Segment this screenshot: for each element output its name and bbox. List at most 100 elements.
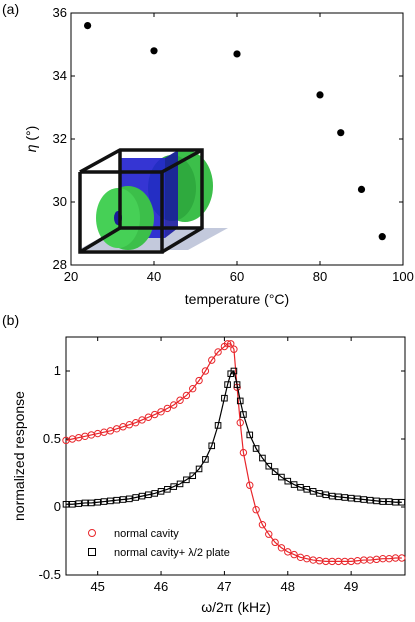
series-point-circle — [271, 538, 279, 547]
y-tick-label: 0.5 — [43, 431, 61, 446]
series-point-square — [354, 495, 361, 503]
series-point-square — [202, 456, 209, 463]
panel-a-y-axis-symbol: η — [23, 144, 39, 152]
series-point-square — [62, 500, 70, 508]
panel-a-label: (a) — [2, 1, 19, 17]
data-point — [150, 47, 158, 55]
series-point-square — [360, 496, 368, 503]
series-point-square — [75, 500, 82, 507]
data-point — [337, 129, 345, 137]
series-point-circle — [236, 418, 244, 427]
legend-label-half-wave-plate: normal cavity+ λ/2 plate — [114, 547, 230, 559]
y-tick-label: 36 — [53, 5, 67, 20]
series-point-square — [385, 498, 393, 505]
series-point-square — [208, 442, 216, 450]
series-point-square — [195, 465, 203, 473]
series-point-square — [126, 495, 133, 503]
series-point-square — [189, 472, 197, 480]
series-point-square — [347, 494, 355, 502]
series-point-square — [271, 468, 279, 475]
series-point-circle — [106, 427, 115, 435]
series-point-circle — [182, 391, 191, 400]
series-point-circle — [277, 544, 286, 552]
series-point-circle — [112, 425, 121, 433]
y-tick-label: 32 — [53, 131, 67, 146]
series-point-square — [132, 494, 140, 501]
inset-frame — [78, 148, 204, 254]
series-point-circle — [208, 356, 216, 364]
series-point-square — [303, 486, 311, 493]
legend-label-normal-cavity: normal cavity — [114, 528, 179, 540]
series-point-circle — [265, 530, 273, 538]
series-point-square — [145, 491, 152, 499]
x-tick-label: 80 — [313, 269, 327, 284]
series-point-circle — [252, 506, 260, 514]
series-point-circle — [201, 367, 210, 375]
series-point-square — [233, 381, 241, 388]
series-point-square — [398, 498, 406, 506]
series-point-circle — [151, 410, 159, 419]
series-point-circle — [290, 550, 298, 559]
series-point-circle — [195, 376, 203, 385]
series-point-circle — [119, 423, 127, 431]
panel-b-axes-box — [65, 336, 406, 576]
data-point — [357, 185, 366, 193]
series-point-square — [113, 496, 120, 504]
series-point-square — [100, 498, 108, 505]
series-point-square — [157, 488, 165, 495]
series-point-square — [119, 496, 127, 503]
series-point-square — [335, 493, 342, 501]
panel-b-series — [62, 340, 406, 566]
series-point-circle — [227, 340, 235, 348]
series-point-circle — [170, 401, 178, 409]
cavity-inset-image — [72, 125, 230, 265]
series-point-square — [259, 454, 266, 462]
series-point-circle — [132, 418, 140, 427]
series-point-square — [309, 488, 317, 495]
series-point-circle — [157, 408, 165, 416]
series-point-square — [328, 492, 336, 500]
series-point-circle — [144, 413, 153, 421]
y-tick-label: -0.5 — [39, 567, 61, 582]
panel-b-y-axis-title: normalized response — [11, 391, 27, 521]
series-point-circle — [230, 345, 238, 353]
data-point — [316, 91, 324, 99]
panel-b-y-ticks: -0.5 0 0.5 1 — [39, 363, 405, 582]
series-point-circle — [138, 416, 146, 424]
y-tick-label: 30 — [53, 194, 67, 209]
series-point-square — [373, 497, 380, 505]
series-point-square — [214, 422, 222, 429]
series-point-square — [183, 476, 190, 484]
series-point-square — [290, 481, 298, 488]
panel-b-label: (b) — [2, 312, 19, 328]
series-point-square — [69, 500, 76, 508]
series-point-square — [252, 445, 260, 452]
series-point-square — [176, 480, 184, 488]
panel-b-x-ticks: 45 46 47 48 49 — [90, 337, 358, 594]
series-point-square — [322, 491, 330, 499]
x-tick-label: 45 — [90, 579, 104, 594]
series-point-circle — [258, 520, 267, 529]
panel-b-legend: normal cavity normal cavity+ λ/2 plate — [88, 528, 230, 559]
x-tick-label: 46 — [154, 579, 168, 594]
series-point-square — [94, 498, 101, 506]
series-point-square — [224, 381, 231, 388]
panel-a-y-axis-unit: (°) — [23, 126, 39, 145]
series-point-circle — [125, 421, 134, 429]
series-point-square — [284, 477, 292, 485]
x-tick-label: 60 — [230, 269, 244, 284]
series-point-square — [366, 496, 374, 504]
series-point-circle — [284, 548, 292, 556]
panel-b: (b) 45 46 47 48 49 -0.5 0 0.5 1 normal cavity n… — [2, 312, 406, 615]
series-point-square — [107, 497, 114, 505]
y-tick-label: 0 — [54, 499, 61, 514]
data-point — [84, 22, 92, 30]
series-point-square — [221, 394, 228, 402]
series-point-square — [265, 462, 273, 470]
x-tick-label: 49 — [344, 579, 358, 594]
panel-a-x-axis-title: temperature (°C) — [185, 291, 289, 307]
series-point-square — [379, 498, 387, 505]
series-point-square — [151, 490, 159, 497]
series-point-square — [81, 499, 89, 507]
